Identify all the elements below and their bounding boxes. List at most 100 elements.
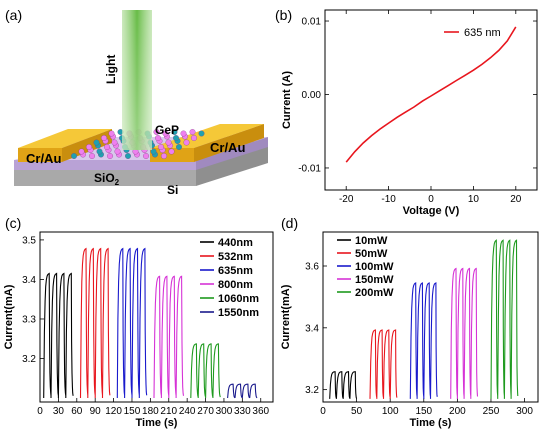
series-line-635nm [116,247,148,399]
y-tick-label: 3.6 [305,262,319,273]
material-label: GeP [155,123,179,137]
gep-atom [93,139,100,146]
x-tick-label: 0 [37,406,43,417]
x-tick-label: 0 [428,194,434,205]
series-line-635nm [345,26,517,163]
legend-label: 50mW [355,248,388,260]
legend-label: 150mW [355,274,394,286]
electrode-right-label: Cr/Au [210,140,245,155]
x-tick-label: 360 [252,406,269,417]
y-tick-label: 3.4 [305,323,319,334]
series-line-1550nm [227,383,258,399]
x-tick-label: 300 [216,406,233,417]
gep-atom [104,144,110,150]
x-tick-label: 90 [90,406,102,417]
gep-atom [183,139,190,146]
x-tick-label: 100 [382,406,399,417]
electrode-right-side [194,124,264,162]
legend-label: 10mW [355,235,388,247]
gep-atom [168,148,175,155]
electrode-left-label: Cr/Au [26,151,61,166]
gep-atom [111,139,118,146]
x-tick-label: 10 [468,194,480,205]
gep-atom [176,144,182,150]
gep-atom [180,130,187,137]
y-tick-label: -0.01 [298,163,321,174]
gep-atom [165,139,172,146]
x-tick-label: 0 [320,406,326,417]
oxide-side-face [196,137,268,170]
legend-label: 800nm [218,279,253,291]
x-axis-label: Voltage (V) [403,205,460,217]
legend-label: 100mW [355,261,394,273]
y-tick-label: 3.2 [22,354,36,365]
series-line-200mw [490,239,519,399]
gep-atom [161,153,167,159]
legend-label: 1550nm [218,307,259,319]
device-schematic: (a) [5,7,268,197]
gep-atom [191,135,197,141]
x-tick-label: 270 [197,406,214,417]
legend-label: 635 nm [464,27,501,39]
gep-atom [189,129,196,135]
light-label: Light [104,55,118,84]
y-tick-label: 3.3 [22,314,36,325]
legend-label: 635nm [218,265,253,277]
gep-atom [155,135,161,141]
gep-atom [108,130,115,137]
panel-label-b: (b) [275,7,292,23]
gep-atom [150,148,157,155]
y-tick-label: 3.2 [305,385,319,396]
panel-label-d: (d) [281,215,298,231]
x-tick-label: 60 [71,406,83,417]
y-tick-label: 0.01 [302,17,322,28]
gep-atom [78,148,85,155]
legend-label: 532nm [218,251,253,263]
si-side-face [196,145,268,186]
gep-atom [96,148,103,155]
x-tick-label: 300 [516,406,533,417]
legend-label: 200mW [355,287,394,299]
substrate-label: Si [167,183,178,197]
y-tick-label: 0.00 [302,90,322,101]
x-tick-label: 150 [124,406,141,417]
gep-atom [158,144,164,150]
chart-wavelength: 0 30 60 90 120 150 180 210 240 270 300 330 360 3.2 3.3… [3,231,274,429]
plot-frame [39,231,274,403]
gep-atom [114,148,121,155]
gep-atom [125,153,131,159]
chart-power: 0 50 100 150 200 250 300 3.2 3.4 3.6 Time (s) Curre… [280,231,539,429]
x-tick-label: -10 [381,194,396,205]
si-front-face [14,168,196,186]
gep-atom [173,135,179,141]
x-tick-label: 200 [449,406,466,417]
gep-atom [101,135,107,141]
x-tick-label: 330 [234,406,251,417]
gep-atom [198,130,205,137]
oxide-label: SiO2 [94,171,120,187]
y-axis-label: Current(mA) [3,284,15,349]
x-tick-label: 180 [142,406,159,417]
x-tick-label: 120 [105,406,122,417]
gep-atom [153,129,160,135]
electrode-left-top [18,129,112,148]
plot-frame [322,231,539,403]
gep-atom [162,130,169,137]
panel-label-a: (a) [5,7,22,23]
x-tick-label: 150 [415,406,432,417]
series-line-532nm [79,247,111,399]
x-tick-label: 20 [510,194,522,205]
y-axis-label: Current(mA) [280,284,292,349]
panel-label-c: (c) [5,215,21,231]
plot-frame [324,9,538,191]
x-tick-label: 210 [160,406,177,417]
gep-atom [107,153,113,159]
x-tick-label: 250 [483,406,500,417]
series-line-100mw [409,282,438,399]
x-axis-label: Time (s) [410,417,452,429]
gep-atom [143,153,149,159]
x-tick-label: 50 [351,406,363,417]
y-axis-label: Current (A) [281,71,293,129]
electrode-left-front [18,148,62,162]
